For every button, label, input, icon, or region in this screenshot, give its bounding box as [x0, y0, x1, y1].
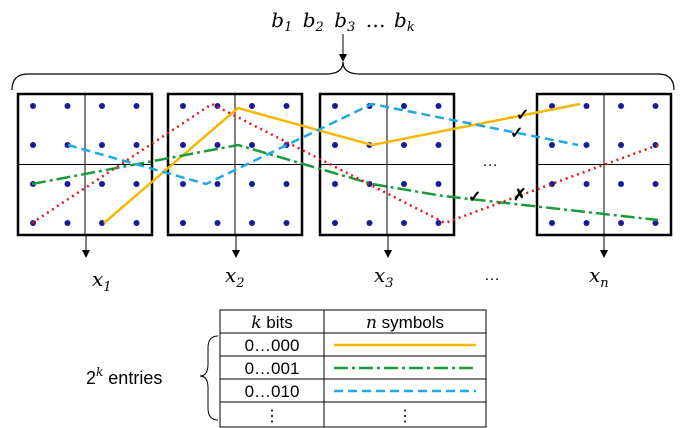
constellation-point — [549, 142, 555, 148]
check-mark-3: ✓ — [468, 189, 481, 206]
constellation-grid-4 — [535, 92, 673, 258]
constellation-point — [30, 142, 36, 148]
constellation-point — [332, 181, 338, 187]
constellation-point — [435, 181, 442, 187]
constellation-point — [249, 181, 255, 187]
constellation-point — [283, 103, 290, 109]
constellation-point — [435, 103, 442, 109]
constellation-point — [133, 103, 140, 109]
constellation-point — [214, 181, 221, 187]
check-mark-2: ✓ — [510, 125, 523, 142]
grid-label-3: x3 — [374, 263, 394, 291]
grid-label-n: xn — [589, 263, 609, 291]
constellation-point — [64, 103, 71, 109]
constellation-point — [249, 103, 255, 109]
svg-text:x3: x3 — [374, 263, 394, 291]
constellation-point — [99, 103, 105, 109]
codebook-table: k bits n symbols 0…000 0…001 0…010 ⋮ ⋮ — [219, 309, 487, 428]
constellation-point — [64, 220, 71, 226]
constellation-point — [366, 220, 373, 226]
table-row-code-3: 0…010 — [245, 382, 300, 401]
output-arrowhead — [600, 250, 608, 258]
table-row-symbols-4: ⋮ — [397, 408, 413, 425]
check-mark-1: ✓ — [516, 107, 529, 124]
bits-label: b1 b2 b3 … bk — [271, 8, 415, 36]
constellation-point — [401, 220, 407, 226]
cross-mark: ✗ — [513, 187, 526, 204]
constellation-grid-1 — [16, 92, 154, 258]
constellation-point — [249, 220, 255, 226]
constellation-point — [583, 220, 590, 226]
table-header-symbols: n symbols — [366, 313, 444, 333]
constellation-point — [618, 220, 624, 226]
constellation-point — [180, 181, 186, 187]
constellation-point — [618, 103, 624, 109]
constellation-point — [652, 220, 659, 226]
grid-label-2: x2 — [225, 263, 245, 291]
constellation-point — [283, 220, 290, 226]
constellation-point — [618, 142, 624, 148]
constellation-point — [180, 103, 186, 109]
constellation-point — [618, 181, 624, 187]
constellation-point — [64, 181, 71, 187]
constellation-point — [133, 220, 140, 226]
constellation-point — [401, 181, 407, 187]
constellation-point — [214, 220, 221, 226]
output-arrowhead — [384, 250, 392, 258]
output-arrowhead — [82, 250, 90, 258]
constellation-point — [435, 220, 442, 226]
constellation-point — [652, 103, 659, 109]
constellation-point — [583, 142, 590, 148]
constellation-point — [332, 103, 338, 109]
constellation-point — [583, 181, 590, 187]
svg-text:x1: x1 — [92, 267, 112, 295]
ellipsis-mid: … — [482, 153, 498, 170]
constellation-point — [30, 103, 36, 109]
constellation-point — [249, 142, 255, 148]
constellation-point — [549, 103, 555, 109]
constellation-point — [99, 181, 105, 187]
svg-text:x2: x2 — [225, 263, 245, 291]
entries-label: 2k entries — [86, 365, 162, 388]
table-row-code-4: ⋮ — [264, 408, 280, 425]
constellation-grid-2 — [166, 92, 304, 258]
top-brace — [11, 61, 675, 91]
table-header-bits: k bits — [251, 313, 293, 333]
header-arrow — [339, 34, 347, 62]
grid-label-1: x1 — [92, 267, 112, 295]
codeword-path-blue — [67, 102, 579, 186]
constellation-point — [401, 142, 407, 148]
constellation-point — [133, 142, 140, 148]
constellation-point — [401, 103, 407, 109]
constellation-point — [283, 181, 290, 187]
constellation-point — [99, 142, 105, 148]
constellation-point — [133, 181, 140, 187]
constellation-point — [332, 220, 338, 226]
codeword-path-orange — [103, 102, 581, 224]
constellation-grid-3 — [318, 92, 456, 258]
ellipsis-bottom: … — [484, 267, 500, 284]
constellation-point — [549, 220, 555, 226]
constellation-point — [652, 181, 659, 187]
svg-text:xn: xn — [589, 263, 609, 291]
table-row-code-1: 0…000 — [245, 336, 300, 355]
codeword-path-green — [31, 143, 659, 222]
constellation-point — [583, 103, 590, 109]
constellation-point — [180, 142, 186, 148]
output-arrowhead — [232, 250, 240, 258]
constellation-point — [99, 220, 105, 226]
constellation-point — [214, 142, 221, 148]
constellation-point — [435, 142, 442, 148]
entries-brace — [199, 335, 219, 421]
constellation-point — [180, 220, 186, 226]
table-row-code-2: 0…001 — [245, 359, 300, 378]
constellation-point — [332, 142, 338, 148]
